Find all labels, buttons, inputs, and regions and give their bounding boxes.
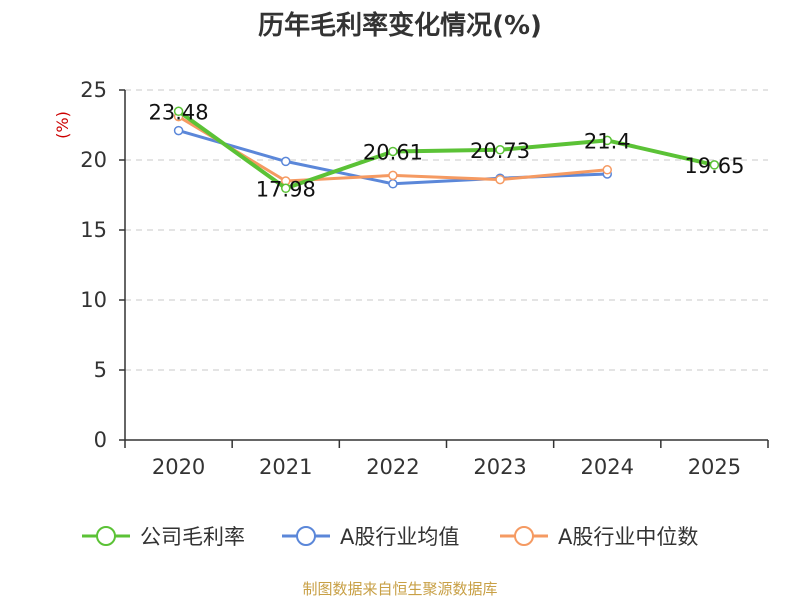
legend-swatch-marker <box>96 526 116 546</box>
series-2-point-2022 <box>388 170 398 181</box>
series-1-point-2021 <box>281 156 291 167</box>
series-0-point-2022 <box>388 146 398 157</box>
legend-item-0: 公司毛利率 <box>82 525 245 549</box>
x-tick-label: 2025 <box>688 455 741 479</box>
y-tick-label: 10 <box>80 288 107 312</box>
y-tick-label: 15 <box>80 218 107 242</box>
series-0-point-2020 <box>173 106 184 117</box>
series-0-point-2021 <box>281 183 291 194</box>
y-tick-label: 5 <box>94 358 107 382</box>
y-tick-label: 25 <box>80 78 107 102</box>
x-tick-label: 2023 <box>473 455 526 479</box>
legend-label: A股行业均值 <box>340 525 459 549</box>
legend-item-2: A股行业中位数 <box>500 525 698 549</box>
legend-swatch-marker <box>514 526 534 546</box>
legend-label: A股行业中位数 <box>558 525 698 549</box>
series-group <box>173 106 720 194</box>
y-tick-label: 0 <box>94 428 107 452</box>
series-0-point-2023 <box>495 145 505 155</box>
y-axis-unit: (%) <box>53 111 72 139</box>
x-tick-label: 2024 <box>581 455 634 479</box>
x-tick-label: 2022 <box>366 455 419 479</box>
grid-lines <box>125 89 768 371</box>
series-2-point-2023 <box>495 174 505 185</box>
source-note: 制图数据来自恒生聚源数据库 <box>302 580 497 598</box>
data-label: 23.48 <box>149 100 209 124</box>
legend-item-1: A股行业均值 <box>282 525 459 549</box>
data-label: 21.4 <box>584 129 631 153</box>
series-2-point-2024 <box>602 165 612 175</box>
series-0-point-2025 <box>709 160 720 170</box>
series-1-point-2020 <box>173 125 184 136</box>
x-tick-label: 2020 <box>152 455 205 479</box>
series-1-point-2022 <box>388 179 398 189</box>
legend: 公司毛利率 A股行业均值 A股行业中位数 <box>82 525 698 549</box>
legend-label: 公司毛利率 <box>140 525 245 549</box>
data-labels: 23.48 17.98 20.61 20.73 21.4 19.65 <box>149 100 745 201</box>
data-label: 20.73 <box>470 139 530 163</box>
y-tick-label: 20 <box>80 148 107 172</box>
series-0-point-2024 <box>602 135 612 146</box>
x-tick-label: 2021 <box>259 455 312 479</box>
data-label: 19.65 <box>684 154 744 178</box>
data-label: 17.98 <box>256 177 316 201</box>
series-line-0 <box>177 109 715 191</box>
legend-swatch-marker <box>296 526 316 546</box>
data-label: 20.61 <box>363 140 423 164</box>
chart-title: 历年毛利率变化情况(%) <box>258 10 542 41</box>
